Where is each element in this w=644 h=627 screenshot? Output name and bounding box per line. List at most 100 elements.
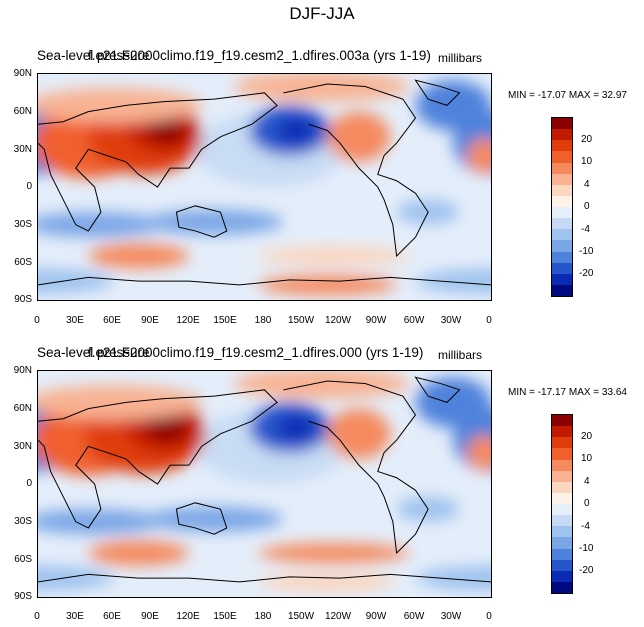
colorbar-swatch: [552, 548, 572, 560]
colorbar-swatch: [552, 195, 572, 207]
panel-1-minmax: MIN = -17.07 MAX = 32.97: [508, 90, 627, 101]
panel-2-case-title: f.e21.F2000climo.f19_f19.cesm2_1.dfires.…: [88, 345, 424, 360]
panel-2-lon-tick: 0: [486, 611, 492, 622]
panel-2-lon-tick: 150E: [213, 611, 237, 622]
panel-2-lat-tick: 30N: [13, 441, 32, 452]
panel-1-variable-title: Sea-level pressure: [37, 48, 150, 63]
colorbar-swatch: [552, 515, 572, 527]
colorbar-swatch: [552, 229, 572, 241]
colorbar-swatch: [552, 184, 572, 196]
panel-2-lat-tick: 60N: [13, 403, 32, 414]
colorbar-swatch: [552, 140, 572, 152]
panel-1-lat-tick: 0: [26, 181, 32, 192]
colorbar-swatch: [552, 207, 572, 219]
panel-2-lon-tick: 60E: [103, 611, 121, 622]
colorbar-swatch: [552, 284, 572, 296]
panel-2-lon-tick: 150W: [287, 611, 315, 622]
panel-2-lon-tick: 30E: [66, 611, 84, 622]
panel-2-lat-tick: 0: [26, 478, 32, 489]
panel-2-colorbar-label: 20: [581, 431, 593, 442]
panel-2-colorbar-label: -20: [579, 565, 594, 576]
colorbar-swatch: [552, 559, 572, 571]
panel-2-contour-field: [38, 371, 491, 597]
panel-2-units: millibars: [438, 348, 483, 362]
colorbar-swatch: [552, 218, 572, 230]
colorbar-swatch: [552, 129, 572, 141]
panel-1-units: millibars: [438, 51, 483, 65]
panel-1-colorbar-label: 20: [581, 134, 593, 145]
panel-1-lon-tick: 90E: [141, 315, 159, 326]
panel-1-colorbar-label: -20: [579, 268, 594, 279]
colorbar-swatch: [552, 162, 572, 174]
panel-1-lon-tick: 60W: [403, 315, 425, 326]
colorbar-swatch: [552, 459, 572, 471]
panel-1-lon-tick: 150W: [287, 315, 315, 326]
panel-1-lon-tick: 30W: [440, 315, 462, 326]
panel-1-lon-tick: 90W: [365, 315, 387, 326]
colorbar-swatch: [552, 537, 572, 549]
panel-2-minmax: MIN = -17.17 MAX = 33.64: [508, 387, 627, 398]
figure-title: DJF-JJA: [289, 4, 355, 23]
panel-2-colorbar-label: 0: [584, 498, 590, 509]
colorbar-swatch: [552, 581, 572, 593]
panel-1-lon-tick: 180: [254, 315, 272, 326]
colorbar-swatch: [552, 415, 572, 427]
panel-1-map: [37, 73, 492, 301]
colorbar-swatch: [552, 151, 572, 163]
panel-1-lat-tick: 90S: [14, 294, 32, 305]
colorbar-swatch: [552, 173, 572, 185]
panel-2-coastlines: [38, 376, 491, 583]
panel-2-variable-title: Sea-level pressure: [37, 345, 150, 360]
panel-2-colorbar-label: 4: [584, 476, 590, 487]
panel-2-lon-tick: 120W: [324, 611, 352, 622]
panel-2-lon-tick: 90W: [365, 611, 387, 622]
panel-1-coastlines: [38, 79, 491, 286]
colorbar-swatch: [552, 492, 572, 504]
panel-2-lat-tick: 60S: [14, 554, 32, 565]
panel-1-lon-tick: 30E: [66, 315, 84, 326]
panel-2-lat-tick: 30S: [14, 516, 32, 527]
panel-1-colorbar-label: 10: [581, 156, 593, 167]
colorbar-swatch: [552, 526, 572, 538]
panel-2-colorbar-label: 10: [581, 453, 593, 464]
colorbar-swatch: [552, 426, 572, 438]
panel-1-colorbar: [551, 117, 573, 297]
colorbar-swatch: [552, 262, 572, 274]
colorbar-swatch: [552, 240, 572, 252]
colorbar-swatch: [552, 251, 572, 263]
panel-1-lat-tick: 30S: [14, 219, 32, 230]
panel-2-colorbar-label: -4: [581, 521, 590, 532]
panel-2-colorbar: [551, 414, 573, 594]
panel-2-lon-tick: 90E: [141, 611, 159, 622]
panel-1-lon-tick: 60E: [103, 315, 121, 326]
colorbar-swatch: [552, 470, 572, 482]
panel-1-lon-tick: 0: [486, 315, 492, 326]
panel-2-map: [37, 370, 492, 598]
panel-2-lon-tick: 30W: [440, 611, 462, 622]
panel-1-lat-tick: 60N: [13, 106, 32, 117]
panel-1-colorbar-label: -10: [579, 246, 594, 257]
panel-1-colorbar-label: -4: [581, 224, 590, 235]
panel-1-lat-tick: 30N: [13, 144, 32, 155]
colorbar-swatch: [552, 570, 572, 582]
colorbar-swatch: [552, 481, 572, 493]
panel-1-lat-tick: 90N: [13, 68, 32, 79]
panel-2-lon-tick: 180: [254, 611, 272, 622]
colorbar-swatch: [552, 273, 572, 285]
panel-1-case-title: f.e21.F2000climo.f19_f19.cesm2_1.dfires.…: [88, 48, 431, 63]
colorbar-swatch: [552, 437, 572, 449]
panel-2-lon-tick: 0: [34, 611, 40, 622]
colorbar-swatch: [552, 504, 572, 516]
panel-1-lon-tick: 120E: [176, 315, 200, 326]
panel-2-lon-tick: 60W: [403, 611, 425, 622]
colorbar-swatch: [552, 448, 572, 460]
panel-1-lat-tick: 60S: [14, 257, 32, 268]
panel-1-colorbar-label: 4: [584, 179, 590, 190]
panel-1-lon-tick: 120W: [324, 315, 352, 326]
panel-1-colorbar-label: 0: [584, 201, 590, 212]
panel-2-colorbar-label: -10: [579, 543, 594, 554]
colorbar-swatch: [552, 118, 572, 130]
panel-1-contour-field: [38, 74, 491, 300]
panel-2-lat-tick: 90N: [13, 365, 32, 376]
panel-2-lat-tick: 90S: [14, 591, 32, 602]
